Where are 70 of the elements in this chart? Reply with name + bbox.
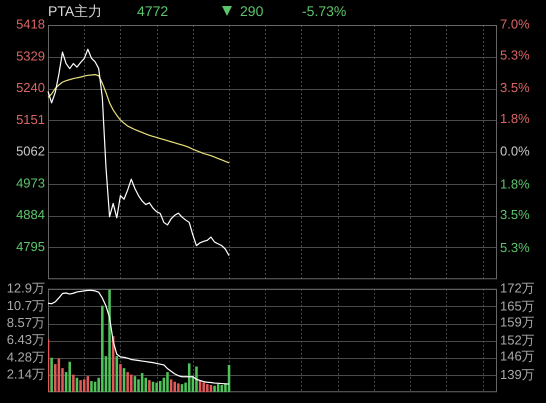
- y-tick-label: 4884: [16, 207, 45, 222]
- bar: [94, 382, 96, 392]
- bar: [140, 372, 144, 392]
- y2-tick-label: 0.0%: [500, 144, 530, 159]
- y2-tick-label: 139万: [500, 366, 535, 382]
- bar: [82, 379, 86, 392]
- y2-tick-label: 7.0%: [500, 16, 530, 32]
- y2-tick-label: 165万: [500, 298, 535, 314]
- bar: [173, 382, 176, 392]
- y-tick-label: 8.57万: [6, 315, 45, 330]
- y-tick-label: 6.43万: [6, 332, 45, 348]
- bar: [158, 380, 162, 392]
- y2-tick-label: 159万: [500, 314, 535, 330]
- y-tick-label: 5062: [16, 144, 45, 159]
- bar: [72, 374, 75, 392]
- bar: [90, 380, 93, 392]
- y-tick-label: 5151: [16, 112, 45, 127]
- y2-tick-label: 3.5%: [500, 80, 530, 96]
- y-tick-label: 5418: [16, 16, 45, 32]
- bar: [116, 356, 118, 392]
- bar: [213, 386, 216, 392]
- bar: [206, 384, 209, 392]
- bar: [58, 358, 60, 392]
- bar: [79, 380, 82, 392]
- bar: [228, 364, 230, 392]
- y-tick-label: 5240: [16, 80, 45, 96]
- bar: [126, 372, 129, 392]
- y-tick-label: 5329: [16, 48, 45, 64]
- bar: [202, 382, 205, 392]
- text: 290: [240, 2, 264, 20]
- bar: [216, 384, 220, 392]
- bar: [220, 384, 224, 392]
- bar: [134, 376, 136, 392]
- y-tick-label: 4.28万: [6, 349, 45, 364]
- bar: [119, 364, 122, 392]
- bar: [195, 366, 198, 392]
- bar: [112, 336, 114, 392]
- bar: [170, 379, 172, 392]
- y-tick-label: 12.9万: [6, 280, 45, 296]
- bar: [148, 380, 151, 392]
- y-tick-label: 4795: [16, 239, 45, 254]
- bar: [166, 372, 169, 392]
- text: -5.73%: [302, 2, 346, 20]
- bar: [177, 383, 180, 392]
- bar: [152, 382, 154, 392]
- y2-tick-label: 5.3%: [500, 47, 530, 62]
- y2-tick-label: 1.8%: [500, 176, 530, 192]
- bar: [68, 362, 71, 392]
- bar: [188, 363, 190, 392]
- bar: [86, 376, 90, 392]
- y2-tick-label: 5.3%: [500, 240, 530, 255]
- bar: [50, 358, 53, 392]
- bar: [210, 384, 212, 392]
- bar: [180, 384, 184, 392]
- y-tick-label: 4973: [16, 175, 45, 190]
- bar: [155, 382, 158, 392]
- y-tick-label: 10.7万: [6, 298, 45, 314]
- y-tick-label: 2.14万: [6, 366, 45, 382]
- bar: [122, 368, 126, 392]
- y2-tick-label: 3.5%: [500, 207, 530, 222]
- y2-tick-label: 1.8%: [500, 110, 530, 126]
- bar: [130, 374, 133, 392]
- text: 4772: [137, 2, 168, 20]
- bar: [76, 378, 78, 392]
- bar: [101, 306, 104, 392]
- bar: [108, 290, 111, 392]
- y2-tick-label: 172万: [500, 280, 535, 296]
- y2-tick-label: 152万: [500, 332, 535, 348]
- chart-title: PTA主力: [48, 2, 102, 20]
- y2-tick-label: 146万: [500, 348, 535, 364]
